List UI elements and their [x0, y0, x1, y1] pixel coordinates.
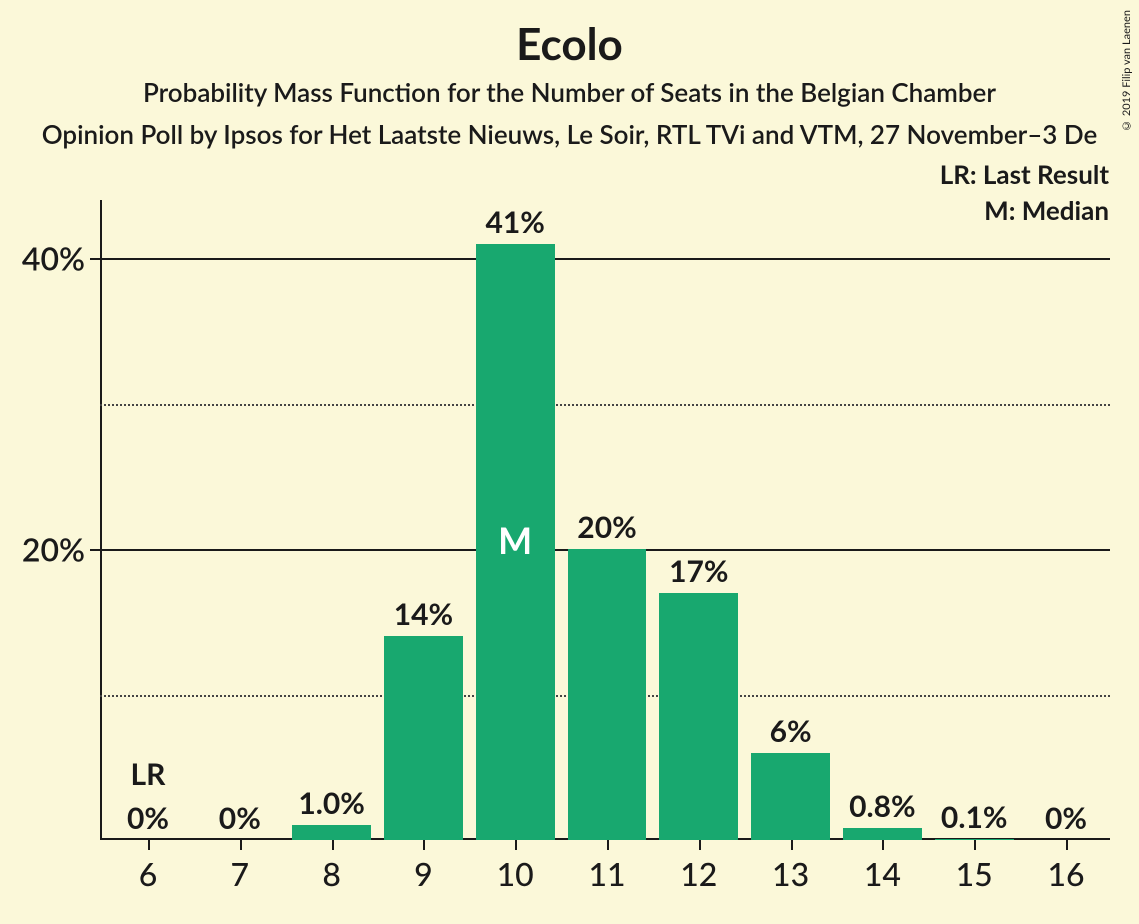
bar-value-label: 14% — [363, 596, 483, 632]
y-tick — [90, 549, 100, 551]
x-tick — [423, 840, 425, 850]
bar — [751, 753, 830, 840]
x-tick-label: 7 — [231, 854, 250, 893]
bar-value-label: 6% — [731, 713, 851, 749]
bar-value-label: 41% — [455, 204, 575, 240]
x-tick-label: 12 — [680, 854, 717, 893]
x-tick-label: 11 — [588, 854, 625, 893]
x-tick — [148, 840, 150, 850]
bar-value-label: 0% — [1006, 800, 1126, 836]
bar — [292, 825, 371, 840]
x-tick-label: 16 — [1047, 854, 1084, 893]
lr-annotation: LR — [88, 756, 208, 792]
bar — [659, 593, 738, 840]
y-tick — [90, 258, 100, 260]
chart-subtitle-1: Probability Mass Function for the Number… — [0, 76, 1139, 108]
bar — [843, 828, 922, 840]
chart-subtitle-2: Opinion Poll by Ipsos for Het Laatste Ni… — [0, 118, 1139, 150]
y-tick-label: 20% — [22, 530, 85, 569]
gridline-major — [100, 258, 1110, 260]
x-tick — [515, 840, 517, 850]
bar — [568, 549, 647, 840]
x-tick — [974, 840, 976, 850]
copyright-label: © 2019 Filip van Laenen — [1120, 10, 1133, 132]
x-tick-label: 6 — [139, 854, 158, 893]
plot-area: 20%40%0%LR60%71.0%814%941%M1020%1117%126… — [100, 200, 1110, 840]
bar-value-label: 20% — [547, 509, 667, 545]
bar-value-label: 1.0% — [272, 785, 392, 821]
legend-lr: LR: Last Result — [940, 158, 1109, 190]
x-tick-label: 9 — [414, 854, 433, 893]
x-tick — [699, 840, 701, 850]
bar — [384, 636, 463, 840]
y-axis — [100, 200, 102, 840]
median-annotation: M — [498, 518, 532, 562]
x-tick-label: 8 — [322, 854, 341, 893]
y-tick-label: 40% — [22, 239, 85, 278]
x-tick — [240, 840, 242, 850]
x-tick-label: 14 — [864, 854, 901, 893]
x-tick — [791, 840, 793, 850]
x-tick-label: 13 — [772, 854, 809, 893]
gridline-minor — [100, 404, 1110, 406]
x-tick — [882, 840, 884, 850]
x-tick-label: 10 — [497, 854, 534, 893]
bar-value-label: 17% — [639, 553, 759, 589]
x-tick — [607, 840, 609, 850]
x-tick — [332, 840, 334, 850]
chart-title: Ecolo — [0, 18, 1139, 70]
x-tick-label: 15 — [956, 854, 993, 893]
x-tick — [1066, 840, 1068, 850]
